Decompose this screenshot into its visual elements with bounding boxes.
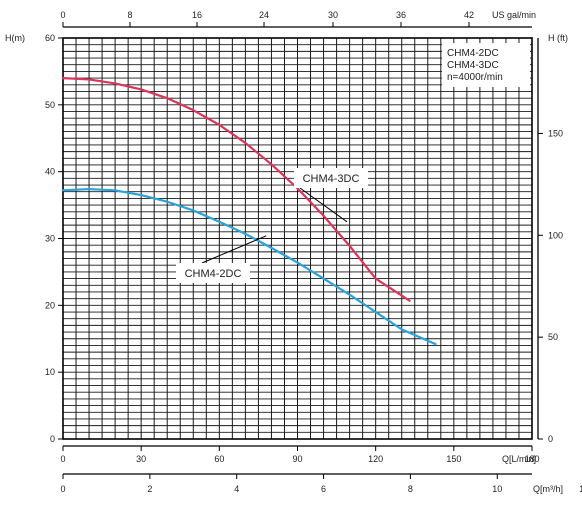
left-axis-tick-label: 0 — [50, 434, 55, 444]
right-axis-tick-label: 0 — [548, 434, 553, 444]
left-axis-tick-label: 10 — [45, 367, 55, 377]
left-axis-tick-label: 30 — [45, 234, 55, 244]
right-axis-tick-label: 150 — [548, 128, 563, 138]
bottom-axis-tick-label: 60 — [214, 454, 224, 464]
bottom2-axis-tick-label: 12 — [579, 484, 582, 494]
legend-background — [442, 43, 530, 87]
callout-leader-line — [201, 235, 267, 264]
bottom-axis-title: Q[L/min] — [502, 454, 536, 464]
legend-line: CHM4-2DC — [447, 48, 499, 59]
callout-label-background — [294, 168, 368, 188]
callout-leader-line — [299, 187, 348, 223]
bottom-axis-tick-label: 90 — [292, 454, 302, 464]
bottom2-axis-tick-label: 2 — [147, 484, 152, 494]
bottom-axis-tick-label: 30 — [136, 454, 146, 464]
bottom2-axis-tick-label: 4 — [234, 484, 239, 494]
top-axis-tick-label: 16 — [192, 10, 202, 20]
legend-line: n=4000r/min — [447, 72, 503, 83]
top-axis-tick-label: 42 — [464, 10, 474, 20]
top-axis-tick-label: 30 — [328, 10, 338, 20]
top-axis-tick-label: 0 — [60, 10, 65, 20]
right-axis-tick-label: 50 — [548, 332, 558, 342]
callout-label: CHM4-3DC — [303, 173, 360, 185]
bottom-axis-tick-label: 120 — [368, 454, 383, 464]
bottom-axis-tick-label: 180 — [524, 454, 539, 464]
bottom2-axis-title: Q[m³/h] — [533, 484, 563, 494]
bottom2-axis-tick-label: 0 — [60, 484, 65, 494]
left-axis-tick-label: 20 — [45, 300, 55, 310]
series-line-chm4-3dc — [61, 76, 411, 302]
top-axis-tick-label: 24 — [259, 10, 269, 20]
bottom2-axis-tick-label: 10 — [492, 484, 502, 494]
left-axis-tick-label: 40 — [45, 167, 55, 177]
bottom2-axis-tick-label: 8 — [408, 484, 413, 494]
callout-label-background — [176, 263, 250, 283]
left-axis-tick-label: 50 — [45, 100, 55, 110]
top-axis-tick-label: 8 — [127, 10, 132, 20]
chart-series — [61, 76, 437, 346]
right-axis-title: H (ft) — [548, 33, 568, 43]
callout-label: CHM4-2DC — [185, 268, 242, 280]
left-axis-title: H(m) — [5, 33, 25, 43]
chart-grid — [62, 37, 533, 440]
legend-line: CHM4-3DC — [447, 60, 499, 71]
right-axis-tick-label: 100 — [548, 230, 563, 240]
bottom-axis-tick-label: 150 — [446, 454, 461, 464]
series-line-chm4-2dc — [61, 187, 437, 346]
chart-callouts: CHM4-3DC CHM4-2DC — [176, 168, 368, 283]
top-axis-title: US gal/min — [492, 10, 536, 20]
left-axis-tick-label: 60 — [45, 33, 55, 43]
bottom2-axis-tick-label: 6 — [321, 484, 326, 494]
bottom-axis-tick-label: 0 — [60, 454, 65, 464]
top-axis-tick-label: 36 — [396, 10, 406, 20]
